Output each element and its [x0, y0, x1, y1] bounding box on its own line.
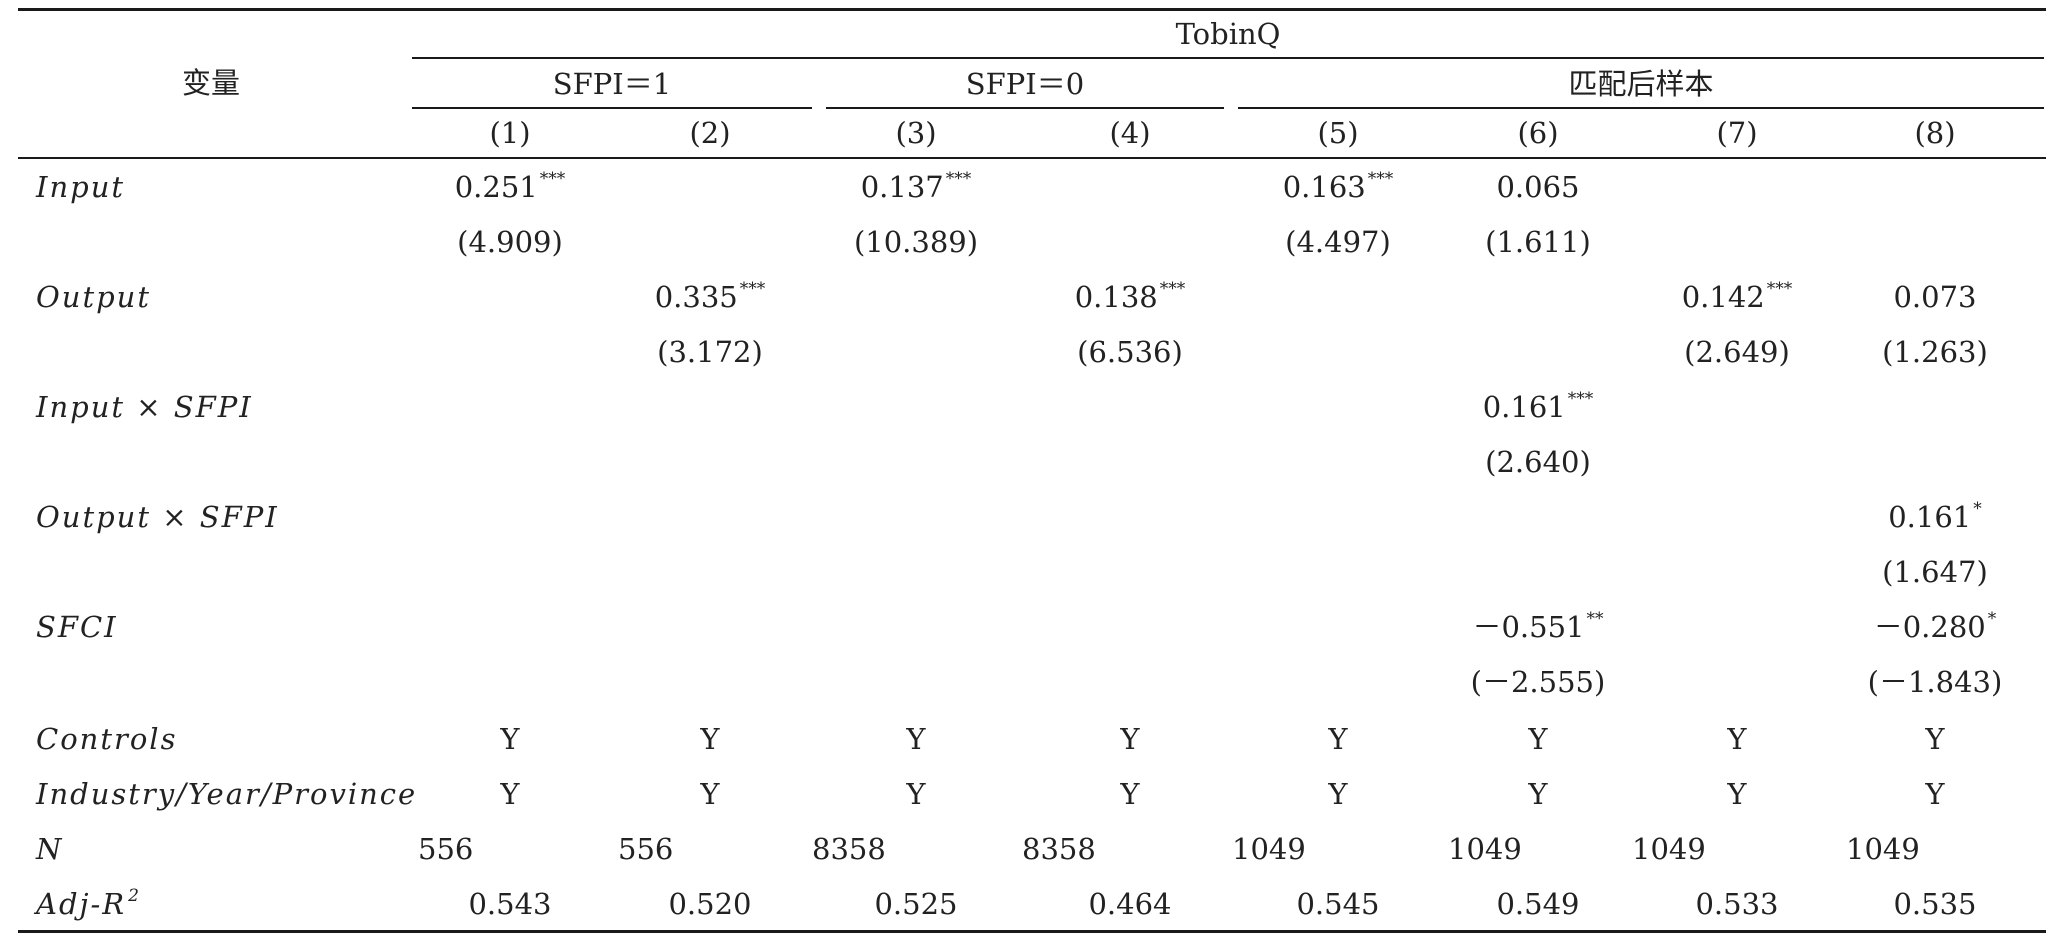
group-underline-sfpi0 — [826, 107, 1224, 109]
coefficient: 0.137 *** — [860, 169, 972, 204]
fixed-effects-flag: Y — [1120, 777, 1140, 811]
fixed-effects-flag: Y — [500, 777, 520, 811]
dependent-var-header: TobinQ — [1175, 17, 1281, 51]
header-rule — [18, 157, 2046, 159]
group-underline-matched — [1238, 107, 2044, 109]
t-statistic: (－2.555) — [1470, 665, 1606, 699]
observation-count: 1049 — [1448, 832, 1522, 866]
row-label: Adj-R 2 — [36, 886, 141, 921]
coefficient: 0.073 — [1893, 280, 1977, 314]
fixed-effects-flag: Y — [1925, 777, 1945, 811]
t-statistic: (1.647) — [1882, 555, 1988, 589]
row-label: Industry/Year/Province — [36, 777, 418, 811]
adj-r2-value: 0.543 — [468, 887, 552, 921]
adj-r2-value: 0.535 — [1893, 887, 1977, 921]
tobinq-underline — [412, 57, 2044, 59]
t-statistic: (4.497) — [1285, 225, 1391, 259]
observation-count: 1049 — [1846, 832, 1920, 866]
significance-stars: *** — [1766, 279, 1793, 300]
column-number: (3) — [895, 116, 937, 150]
significance-stars: *** — [1567, 389, 1594, 410]
fixed-effects-flag: Y — [700, 777, 720, 811]
significance-stars: *** — [539, 169, 566, 190]
row-label: Input — [36, 170, 126, 204]
t-statistic: (－1.843) — [1867, 665, 2003, 699]
t-statistic: (1.611) — [1485, 225, 1591, 259]
fixed-effects-flag: Y — [1328, 777, 1348, 811]
group-header-sfpi1: SFPI＝1 — [552, 67, 672, 101]
adj-r2-value: 0.525 — [874, 887, 958, 921]
column-number: (2) — [689, 116, 731, 150]
coefficient: －0.280 * — [1873, 609, 1997, 644]
column-number: (4) — [1109, 116, 1151, 150]
column-number: (6) — [1517, 116, 1559, 150]
controls-flag: Y — [1727, 722, 1747, 756]
fixed-effects-flag: Y — [906, 777, 926, 811]
coefficient: 0.142 *** — [1681, 279, 1793, 314]
observation-count: 8358 — [1022, 832, 1096, 866]
controls-flag: Y — [1328, 722, 1348, 756]
controls-flag: Y — [906, 722, 926, 756]
row-label: SFCI — [36, 610, 118, 644]
fixed-effects-flag: Y — [1528, 777, 1548, 811]
row-label: Output × SFPI — [36, 500, 279, 534]
row-label: Input × SFPI — [36, 390, 253, 424]
coefficient: 0.065 — [1496, 170, 1580, 204]
t-statistic: (2.640) — [1485, 445, 1591, 479]
controls-flag: Y — [1528, 722, 1548, 756]
t-statistic: (4.909) — [457, 225, 563, 259]
controls-flag: Y — [700, 722, 720, 756]
bottom-rule — [18, 930, 2046, 933]
significance-stars: * — [1973, 499, 1982, 520]
row-label: N — [36, 832, 64, 866]
t-statistic: (2.649) — [1684, 335, 1790, 369]
coefficient: 0.251 *** — [454, 169, 566, 204]
adj-r2-value: 0.520 — [668, 887, 752, 921]
controls-flag: Y — [1120, 722, 1140, 756]
variable-header: 变量 — [181, 66, 240, 100]
controls-flag: Y — [500, 722, 520, 756]
coefficient: 0.161 *** — [1482, 389, 1594, 424]
adj-r2-value: 0.533 — [1695, 887, 1779, 921]
top-rule — [18, 8, 2046, 11]
t-statistic: (10.389) — [853, 225, 979, 259]
t-statistic: (1.263) — [1882, 335, 1988, 369]
observation-count: 556 — [418, 832, 474, 866]
coefficient: 0.335 *** — [654, 279, 766, 314]
fixed-effects-flag: Y — [1727, 777, 1747, 811]
significance-stars: ** — [1586, 609, 1604, 630]
significance-stars: *** — [1159, 279, 1186, 300]
coefficient: 0.161 * — [1888, 499, 1982, 534]
column-number: (5) — [1317, 116, 1359, 150]
observation-count: 1049 — [1632, 832, 1706, 866]
adj-r2-value: 0.545 — [1296, 887, 1380, 921]
observation-count: 1049 — [1232, 832, 1306, 866]
t-statistic: (3.172) — [657, 335, 763, 369]
row-label: Controls — [36, 722, 178, 756]
adj-r2-value: 0.549 — [1496, 887, 1580, 921]
coefficient: 0.163 *** — [1282, 169, 1394, 204]
observation-count: 556 — [618, 832, 674, 866]
significance-stars: *** — [1367, 169, 1394, 190]
column-number: (7) — [1716, 116, 1758, 150]
group-header-matched: 匹配后样本 — [1568, 67, 1714, 101]
adj-r2-value: 0.464 — [1088, 887, 1172, 921]
significance-stars: * — [1987, 609, 1997, 630]
t-statistic: (6.536) — [1077, 335, 1183, 369]
significance-stars: *** — [739, 279, 766, 300]
group-underline-sfpi1 — [412, 107, 812, 109]
coefficient: －0.551 ** — [1472, 609, 1604, 644]
significance-stars: *** — [945, 169, 972, 190]
column-number: (1) — [489, 116, 531, 150]
superscript: 2 — [128, 886, 141, 907]
observation-count: 8358 — [812, 832, 886, 866]
column-number: (8) — [1914, 116, 1956, 150]
controls-flag: Y — [1925, 722, 1945, 756]
coefficient: 0.138 *** — [1074, 279, 1186, 314]
row-label: Output — [36, 280, 152, 314]
group-header-sfpi0: SFPI＝0 — [965, 67, 1085, 101]
